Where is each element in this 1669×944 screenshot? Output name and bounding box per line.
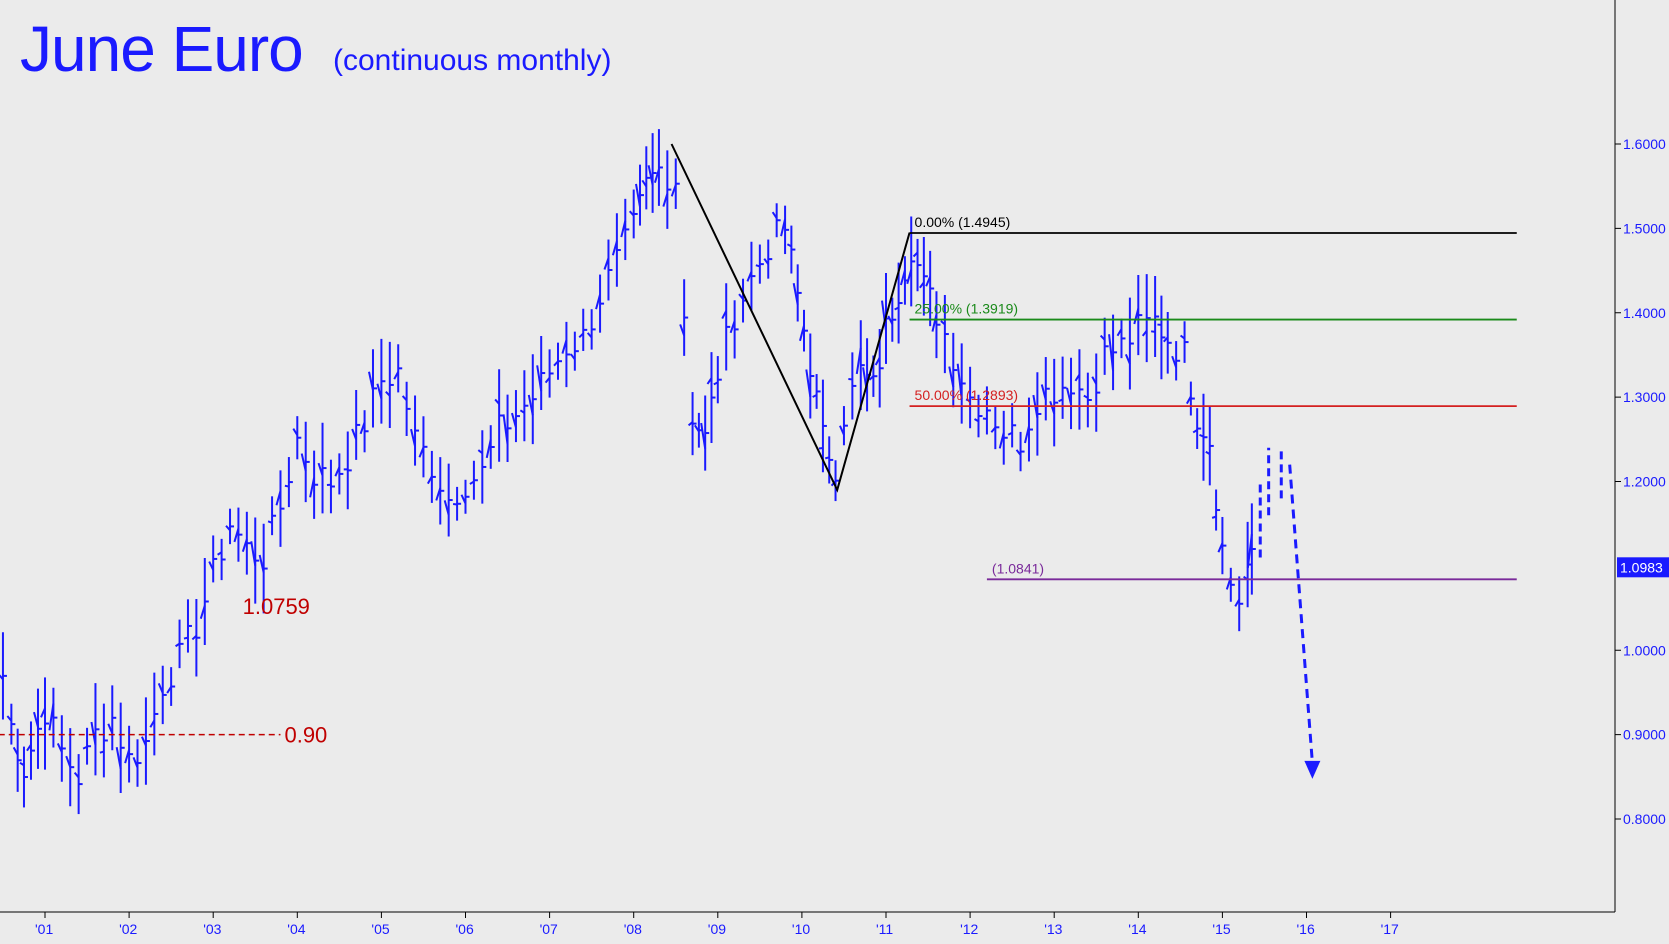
price-bar-open — [100, 752, 104, 753]
level-label: 0.00% (1.4945) — [915, 214, 1011, 230]
x-tick-label: '13 — [1044, 921, 1062, 937]
x-tick-label: '07 — [540, 921, 558, 937]
price-bar-open — [268, 521, 272, 522]
level-label: 0.90 — [284, 723, 327, 748]
price-bar-open — [285, 486, 289, 487]
y-tick-label: 1.5000 — [1623, 220, 1666, 236]
y-tick-label: 0.9000 — [1623, 727, 1666, 743]
chart-subtitle: (continuous monthly) — [333, 44, 611, 78]
x-tick-label: '01 — [35, 921, 53, 937]
x-tick-label: '10 — [792, 921, 810, 937]
price-annotation: 1.0759 — [243, 594, 310, 619]
x-tick-label: '05 — [371, 921, 389, 937]
price-bar-open — [756, 265, 760, 266]
forecast-arrow-shaft — [1290, 465, 1313, 763]
price-bar-open — [1212, 517, 1216, 518]
x-tick-label: '14 — [1128, 921, 1146, 937]
x-tick-label: '11 — [876, 921, 893, 937]
x-tick-label: '03 — [203, 921, 221, 937]
chart-title: June Euro — [20, 12, 303, 86]
x-tick-label: '09 — [708, 921, 726, 937]
x-tick-label: '04 — [287, 921, 305, 937]
x-tick-label: '08 — [624, 921, 642, 937]
x-tick-label: '15 — [1212, 921, 1230, 937]
y-tick-label: 1.4000 — [1623, 305, 1666, 321]
x-tick-label: '16 — [1297, 921, 1315, 937]
y-tick-label: 1.6000 — [1623, 136, 1666, 152]
price-bar-open — [1151, 331, 1155, 332]
x-tick-label: '12 — [960, 921, 978, 937]
wave-pattern-line — [672, 144, 910, 490]
price-bar-open — [825, 457, 829, 458]
level-label: (1.0841) — [992, 560, 1044, 576]
x-tick-label: '02 — [119, 921, 137, 937]
y-tick-label: 1.3000 — [1623, 389, 1666, 405]
y-tick-label: 0.8000 — [1623, 811, 1666, 827]
y-tick-label: 1.0000 — [1623, 642, 1666, 658]
level-label: 25.00% (1.3919) — [915, 301, 1019, 317]
x-tick-label: '06 — [456, 921, 474, 937]
x-tick-label: '17 — [1381, 921, 1399, 937]
y-tick-label: 1.2000 — [1623, 474, 1666, 490]
level-label: 50.00% (1.2893) — [915, 387, 1019, 403]
last-price-label: 1.0983 — [1620, 559, 1663, 575]
forecast-arrowhead — [1304, 761, 1320, 779]
price-bar-open — [184, 638, 188, 639]
